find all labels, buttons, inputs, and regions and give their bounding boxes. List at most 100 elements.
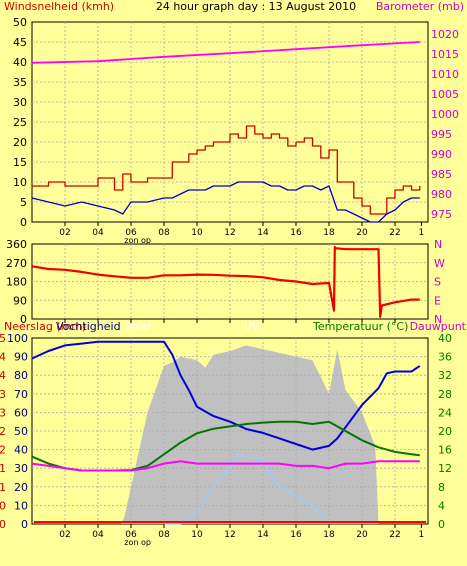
panel-wind-x-tick-label: 16 <box>290 228 302 238</box>
rain-tick-label: 4 <box>0 351 6 364</box>
panel-climate-right-tick-label: 20 <box>438 425 452 438</box>
dewpoint-line <box>31 460 420 472</box>
panel-wind-x-tick-label: 20 <box>356 228 368 238</box>
panel-wind-left-tick-label: 15 <box>13 156 27 169</box>
humidity-tick-label: 30 <box>14 462 28 475</box>
rain-tick-label: 0 <box>0 518 6 531</box>
panel-wind-x-tick-label: 10 <box>191 228 203 238</box>
panel-wind-x-tick-label: 1 <box>419 228 425 238</box>
panel-climate-right-tick-label: 0 <box>438 518 445 531</box>
uv-axis-title: UV <box>244 320 260 333</box>
panel-wind-right-tick-label: 1020 <box>431 28 459 41</box>
panel-wind-right-tick-label: 1015 <box>431 48 459 61</box>
rain-tick-label: 4 <box>0 369 6 382</box>
panel-wind-left-tick-label: 0 <box>20 216 27 229</box>
direction-compass-label: N <box>434 313 442 326</box>
humidity-tick-label: 90 <box>14 351 28 364</box>
humidity-tick-label: 50 <box>14 425 28 438</box>
humidity-tick-label: 40 <box>14 444 28 457</box>
panel-wind-left-tick-label: 10 <box>13 176 27 189</box>
panel-wind-right-tick-label: 1010 <box>431 68 459 81</box>
panel-wind-left-tick-label: 40 <box>13 56 27 69</box>
panel-wind-left-tick-label: 30 <box>13 96 27 109</box>
panel-wind-left-tick-label: 35 <box>13 76 27 89</box>
rain-tick-label: 3 <box>0 406 6 419</box>
rain-tick-label: 2 <box>0 425 6 438</box>
humidity-tick-label: 20 <box>14 481 28 494</box>
rain-tick-label: 2 <box>0 444 6 457</box>
humidity-axis-title: Vochtigheid <box>56 320 121 333</box>
panel-wind-right-tick-label: 995 <box>431 128 452 141</box>
rain-tick-label: 0 <box>0 499 6 512</box>
panel-climate-right-tick-label: 36 <box>438 351 452 364</box>
panel-climate-right-tick-label: 4 <box>438 499 445 512</box>
panel-wind-right-tick-label: 975 <box>431 208 452 221</box>
panel-climate-x-tick-label: 06 <box>125 530 137 540</box>
panel-wind-x-tick-label: 12 <box>224 228 235 238</box>
temperature-axis-title: Temperatuur (°C) <box>312 320 408 333</box>
panel-wind-right-tick-label: 985 <box>431 168 452 181</box>
panel-direction-left-tick-label: 90 <box>13 294 27 307</box>
panel-wind-right-tick-label: 980 <box>431 188 452 201</box>
panel-wind-x-tick-label: 08 <box>158 228 170 238</box>
panel-wind-right-tick-label: 1000 <box>431 108 459 121</box>
panel-wind-left-tick-label: 25 <box>13 116 27 129</box>
panel-wind-x-tick-label: 18 <box>323 228 335 238</box>
barometer-line <box>31 41 420 64</box>
humidity-line <box>31 340 421 451</box>
wind-average-line <box>31 181 420 223</box>
panel-climate-x-tick-label: 02 <box>59 530 70 540</box>
panel-climate-x-tick-label: 18 <box>323 530 335 540</box>
panel-wind-x-tick-label: 14 <box>257 228 269 238</box>
wind-gust-line <box>32 125 421 215</box>
panel-wind-x-annotation: zon op <box>124 236 151 245</box>
rain-tick-label: 1 <box>0 481 6 494</box>
panel-climate-x-tick-label: 22 <box>389 530 400 540</box>
direction-compass-label: S <box>434 276 441 289</box>
panel-wind-right-tick-label: 1005 <box>431 88 459 101</box>
panel-climate-x-tick-label: 20 <box>356 530 368 540</box>
panel-wind-left-tick-label: 5 <box>20 196 27 209</box>
panel-wind-x-tick-label: 06 <box>125 228 137 238</box>
panel-wind-x-tick-label: 22 <box>389 228 400 238</box>
panel-wind-left-tick-label: 20 <box>13 136 27 149</box>
panel-direction-left-tick-label: 270 <box>6 257 27 270</box>
panel-climate-x-annotation: zon op <box>124 538 151 547</box>
humidity-tick-label: 70 <box>14 388 28 401</box>
humidity-tick-label: 80 <box>14 369 28 382</box>
panel-climate-right-tick-label: 32 <box>438 369 452 382</box>
chart-title: 24 hour graph day : 13 August 2010 <box>156 0 356 13</box>
humidity-tick-label: 100 <box>7 332 28 345</box>
rain-axis-title: Neerslag (mm) <box>4 320 86 333</box>
panel-climate-right-tick-label: 40 <box>438 332 452 345</box>
dewpoint-axis-title: Dauwpunt <box>410 320 467 333</box>
panel-direction-left-tick-label: 360 <box>6 238 27 251</box>
panel-climate-right-tick-label: 24 <box>438 406 452 419</box>
direction-compass-label: N <box>434 238 442 251</box>
panel-wind-x-tick-label: 02 <box>59 228 70 238</box>
humidity-tick-label: 0 <box>21 518 28 531</box>
humidity-tick-label: 60 <box>14 406 28 419</box>
direction-compass-label: E <box>434 294 441 307</box>
panel-climate-x-tick-label: 14 <box>257 530 269 540</box>
panel-wind-left-tick-label: 50 <box>13 16 27 29</box>
panel-climate-right-tick-label: 16 <box>438 444 452 457</box>
panel-climate-x-tick-label: 04 <box>92 530 104 540</box>
solar-axis-title: Solar <box>124 320 153 333</box>
rain-tick-label: 1 <box>0 462 6 475</box>
panel-climate-x-tick-label: 10 <box>191 530 203 540</box>
panel-climate-x-tick-label: 12 <box>224 530 235 540</box>
direction-compass-label: W <box>434 257 445 270</box>
panel-wind-x-tick-label: 04 <box>92 228 104 238</box>
panel-wind-right-tick-label: 990 <box>431 148 452 161</box>
wind-axis-title: Windsnelheid (kmh) <box>4 0 114 13</box>
wind-direction-line <box>31 246 420 318</box>
barometer-axis-title: Barometer (mb) <box>376 0 464 13</box>
panel-climate-right-tick-label: 8 <box>438 481 445 494</box>
panel-direction-left-tick-label: 0 <box>20 313 27 326</box>
uv-line <box>164 452 330 525</box>
rain-tick-label: 5 <box>0 332 6 345</box>
panel-climate-x-tick-label: 1 <box>419 530 425 540</box>
panel-climate-right-tick-label: 28 <box>438 388 452 401</box>
